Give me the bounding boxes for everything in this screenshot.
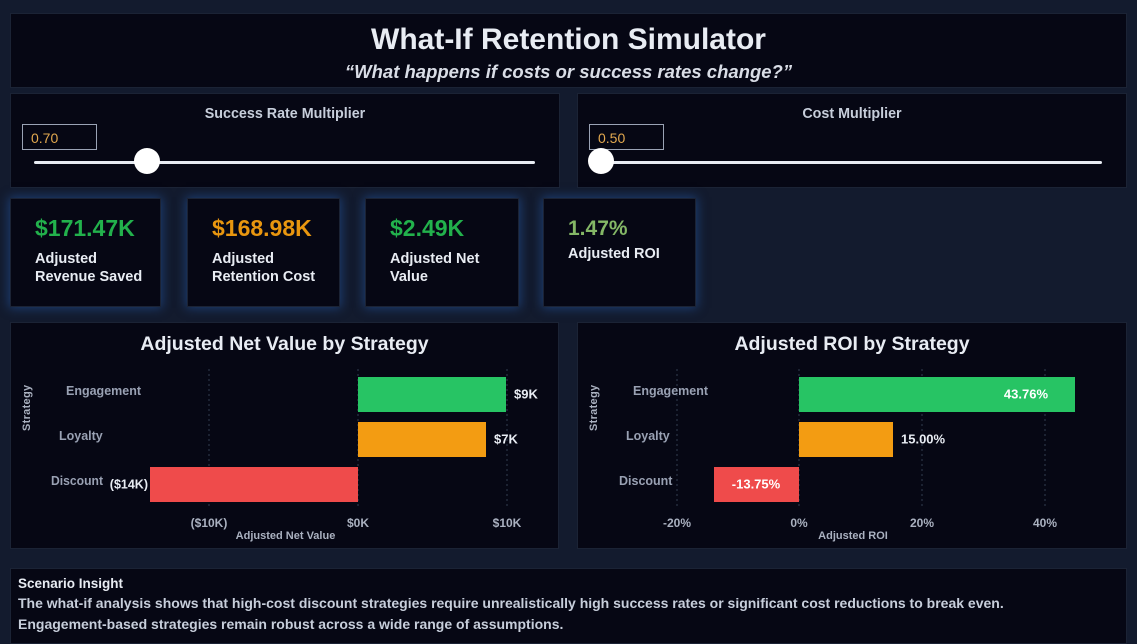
svg-text:Discount: Discount <box>51 474 104 488</box>
svg-text:-13.75%: -13.75% <box>732 476 781 491</box>
svg-text:40%: 40% <box>1033 516 1057 530</box>
svg-text:Discount: Discount <box>619 474 673 488</box>
svg-text:($10K): ($10K) <box>191 516 228 530</box>
svg-text:$10K: $10K <box>493 516 522 530</box>
svg-text:0%: 0% <box>790 516 808 530</box>
svg-text:$9K: $9K <box>514 386 538 401</box>
svg-text:20%: 20% <box>910 516 934 530</box>
svg-text:-20%: -20% <box>663 516 691 530</box>
svg-text:Loyalty: Loyalty <box>626 429 670 443</box>
svg-text:15.00%: 15.00% <box>901 431 946 446</box>
svg-text:Loyalty: Loyalty <box>59 429 103 443</box>
svg-text:$7K: $7K <box>494 431 518 446</box>
svg-text:$0K: $0K <box>347 516 369 530</box>
svg-text:43.76%: 43.76% <box>1004 386 1049 401</box>
svg-text:Engagement: Engagement <box>66 384 142 398</box>
svg-text:($14K): ($14K) <box>110 477 148 491</box>
svg-text:Engagement: Engagement <box>633 384 709 398</box>
